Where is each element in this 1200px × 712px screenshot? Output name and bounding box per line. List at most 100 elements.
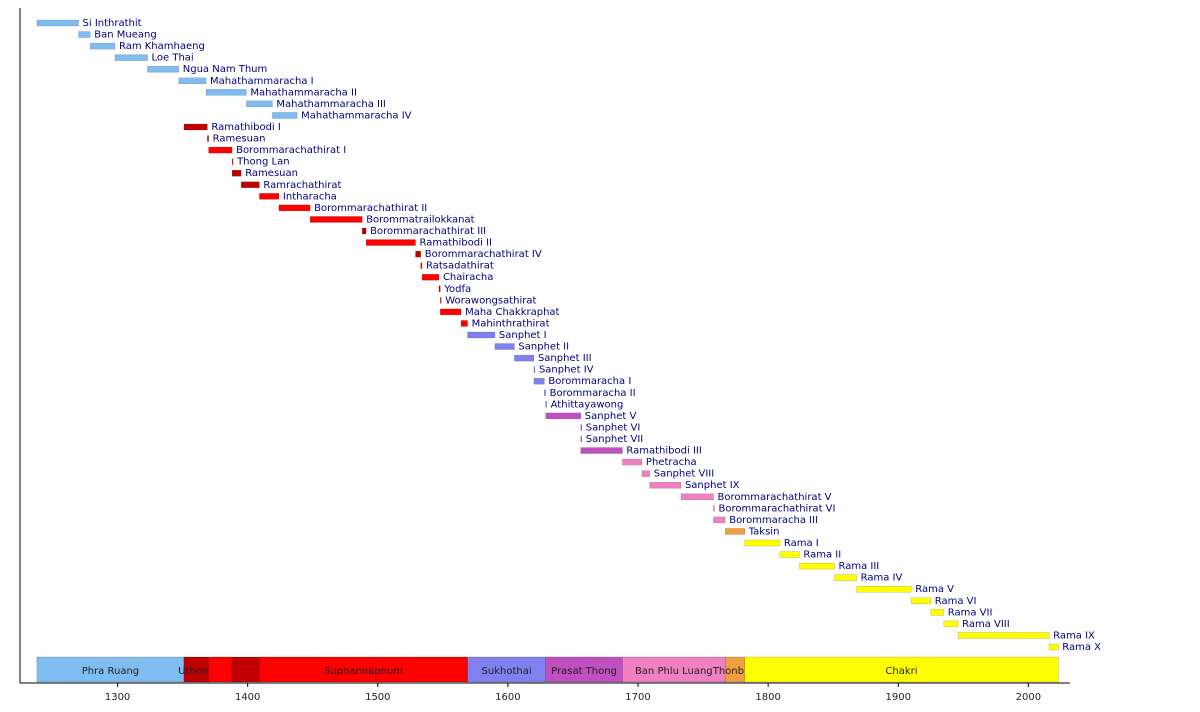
era-bar [545, 656, 623, 683]
reign-bar [580, 424, 583, 431]
reign-bar [361, 227, 367, 235]
reign-bar [943, 620, 959, 628]
reign-bar [713, 505, 715, 512]
era-label: Prasat Thong [551, 666, 617, 677]
reign-bar [90, 42, 116, 50]
reign-bar [544, 389, 546, 397]
reign-label: Mahathammaracha III [276, 99, 385, 110]
reign-label: Mahathammaracha IV [301, 110, 412, 121]
reign-label: Sanphet V [585, 411, 637, 422]
reign-label: Athittayawong [551, 399, 624, 410]
reign-label: Chairacha [443, 272, 493, 283]
reign-label: Maha Chakkraphat [465, 307, 559, 318]
era-label: Sukhothai [482, 666, 532, 677]
reign-label: Ramesuan [213, 134, 266, 145]
x-tick-label: 1500 [365, 692, 390, 703]
reign-bar [208, 146, 233, 154]
reign-label: Worawongsathirat [445, 295, 536, 306]
reign-label: Rama VIII [962, 619, 1010, 630]
reign-label: Ramathibodi II [420, 238, 492, 249]
reign-bar [680, 493, 714, 501]
reign-bar [78, 31, 91, 38]
reign-label: Ramathibodi I [211, 122, 280, 133]
reign-label: Yodfa [443, 284, 471, 295]
reign-bar [713, 516, 726, 524]
x-tick-label: 1900 [886, 692, 911, 703]
x-tick-label: 1600 [495, 692, 520, 703]
reign-label: Mahathammaracha I [210, 76, 314, 87]
reign-label: Rama II [803, 550, 841, 561]
reign-label: Borommarachathirat V [717, 492, 831, 503]
reign-label: Ngua Nam Thum [183, 64, 268, 75]
reign-label: Ramesuan [245, 168, 298, 179]
reign-label: Loe Thai [152, 53, 194, 64]
reign-bar [533, 377, 545, 385]
reign-label: Phetracha [646, 457, 697, 468]
reign-bar [514, 354, 535, 362]
reign-label: Ram Khamhaeng [119, 41, 205, 52]
reign-label: Sanphet VIII [654, 469, 714, 480]
era-label: Chakri [885, 666, 917, 677]
reign-bar [545, 401, 547, 408]
reign-label: Sanphet IV [539, 365, 594, 376]
reign-bar [259, 193, 280, 200]
reign-bar [240, 181, 260, 189]
reign-bar [957, 632, 1050, 639]
reign-label: Mahinthrathirat [472, 318, 550, 329]
reign-bar [440, 297, 442, 304]
reign-bar [467, 331, 496, 339]
reign-bar [205, 89, 247, 96]
reign-label: Ramrachathirat [263, 180, 341, 191]
reign-bar [724, 528, 745, 535]
reign-bar [207, 135, 209, 142]
reign-bar [580, 447, 623, 454]
reign-label: Borommarachathirat IV [425, 249, 542, 260]
era-bar [622, 656, 726, 683]
reign-bar [641, 470, 650, 477]
reign-bar [744, 539, 781, 547]
x-tick-label: 2000 [1016, 692, 1041, 703]
x-tick-label: 1800 [755, 692, 780, 703]
era-label: Suphannaphum [324, 666, 403, 677]
x-tick-label: 1400 [235, 692, 260, 703]
reign-label: Rama V [915, 584, 954, 595]
reign-label: Ramathibodi III [626, 446, 701, 457]
reign-bar [278, 204, 311, 212]
reign-bar [494, 343, 515, 350]
reign-label: Borommaracha III [729, 515, 818, 526]
reign-bar [460, 320, 468, 327]
reign-label: Intharacha [283, 191, 337, 202]
reign-label: Rama VII [948, 607, 993, 618]
reign-label: Borommarachathirat I [236, 145, 346, 156]
reign-bar [421, 273, 440, 281]
reign-bar [272, 112, 298, 119]
reign-label: Sanphet VI [586, 422, 641, 433]
reign-label: Rama III [838, 561, 879, 572]
reign-bar [183, 123, 208, 131]
reign-label: Mahathammaracha II [250, 87, 356, 98]
reign-label: Taksin [748, 526, 780, 537]
reign-bar [365, 239, 416, 246]
reign-label: Borommarachathirat II [314, 203, 427, 214]
reign-label: Si Inthrathit [83, 18, 142, 29]
reign-label: Borommatrailokkanat [366, 214, 474, 225]
reign-label: Borommarachathirat III [370, 226, 486, 237]
era-bar [467, 656, 546, 683]
reign-bar [533, 366, 536, 373]
era-label: Uthong [178, 666, 214, 677]
reign-bar [911, 597, 932, 605]
era-label: Ban Phlu Luang [635, 666, 713, 677]
reign-label: Borommaracha II [550, 388, 636, 399]
reign-bar [779, 551, 800, 558]
reign-label: Thong Lan [236, 157, 289, 168]
era-label: Thonburi [712, 666, 757, 677]
reign-bar [438, 285, 441, 293]
reign-label: Ban Mueang [94, 30, 156, 41]
reign-label: Rama IV [861, 573, 903, 584]
reign-label: Rama VI [935, 596, 977, 607]
reign-bar [1048, 643, 1059, 651]
era-label: Phra Ruang [82, 666, 139, 677]
reign-bar [114, 54, 148, 61]
reign-label: Sanphet II [518, 342, 569, 353]
